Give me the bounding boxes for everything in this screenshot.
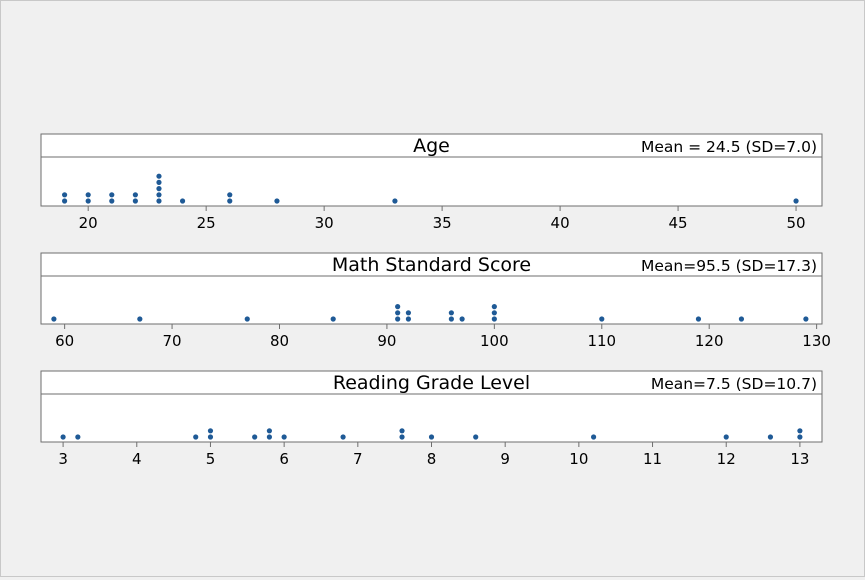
data-dot [392,198,398,204]
data-dot [448,316,454,322]
x-tick-label: 60 [55,332,74,350]
panel-title: Math Standard Score [332,254,531,276]
x-tick-label: 8 [427,450,437,468]
x-tick-label: 45 [669,214,688,232]
x-tick-label: 50 [786,214,805,232]
data-dot [797,434,803,440]
panel-annotation: Mean=7.5 (SD=10.7) [651,375,817,393]
x-tick-label: 4 [132,450,142,468]
x-tick-label: 40 [551,214,570,232]
data-dot [281,434,287,440]
data-dot [793,198,799,204]
panel-title: Age [413,135,450,157]
x-tick-label: 110 [587,332,616,350]
x-tick-label: 100 [480,332,509,350]
data-dot [156,179,162,185]
data-dot [156,186,162,192]
data-dot [61,198,68,204]
data-dot [491,304,497,310]
data-dot [207,428,214,434]
data-dot [797,428,803,434]
x-tick-label: 3 [58,450,68,468]
data-dot [395,310,401,316]
x-tick-label: 6 [279,450,289,468]
data-dot [428,434,435,440]
data-dot [405,310,412,316]
plot-area [40,393,823,443]
data-dot [266,428,273,434]
panel-annotation: Mean = 24.5 (SD=7.0) [641,138,817,156]
plot-area [40,156,823,207]
x-tick-label: 20 [79,214,98,232]
data-dot [252,434,258,440]
data-dot [60,434,66,440]
data-dot [156,173,162,179]
x-tick-label: 120 [695,332,724,350]
data-dot [738,316,745,322]
data-dot [85,198,91,204]
data-dot [266,434,273,440]
data-dot [61,192,68,198]
data-dot [395,304,401,310]
dotplot-panel-2: Math Standard Score Mean=95.5 (SD=17.3) 60… [40,252,831,350]
data-dot [395,316,401,322]
data-dot [399,428,405,434]
data-dot [599,316,605,322]
dotplot-panel-1: Age Mean = 24.5 (SD=7.0) 20 25 30 35 40 45 50 [40,133,823,232]
data-dot [156,198,162,204]
x-tick-label: 12 [717,450,736,468]
plot-area [40,275,823,325]
data-dot [803,316,809,322]
data-dot [473,434,479,440]
dotplot-panel-3: Reading Grade Level Mean=7.5 (SD=10.7) 3 4 5… [40,370,823,468]
data-dot [274,198,280,204]
data-dot [109,192,115,198]
data-dot [491,316,497,322]
panel-annotation: Mean=95.5 (SD=17.3) [641,257,817,275]
x-tick-label: 9 [500,450,510,468]
data-dot [227,198,233,204]
data-dot [179,198,186,204]
data-dot [767,434,774,440]
data-dot [405,316,412,322]
x-tick-label: 80 [270,332,289,350]
data-dot [75,434,81,440]
data-dot [109,198,115,204]
data-dot [156,192,162,198]
data-dot [695,316,702,322]
data-dot [330,316,336,322]
panel-title: Reading Grade Level [333,372,530,394]
data-dot [207,434,214,440]
data-dot [227,192,233,198]
data-dot [244,316,250,322]
x-tick-label: 5 [206,450,216,468]
x-tick-label: 35 [433,214,452,232]
data-dot [85,192,91,198]
data-dot [491,310,497,316]
x-tick-label: 30 [315,214,334,232]
x-tick-label: 25 [197,214,216,232]
data-dot [399,434,405,440]
data-dot [132,192,138,198]
x-tick-label: 7 [353,450,363,468]
x-tick-label: 11 [643,450,662,468]
data-dot [723,434,729,440]
x-tick-label: 90 [377,332,396,350]
data-dot [193,434,199,440]
data-dot [590,434,597,440]
data-dot [448,310,454,316]
x-tick-label: 130 [802,332,831,350]
x-tick-label: 13 [790,450,809,468]
data-dot [459,316,465,322]
x-tick-label: 10 [569,450,588,468]
data-dot [132,198,138,204]
x-tick-label: 70 [163,332,182,350]
data-dot [137,316,143,322]
data-dot [51,316,57,322]
data-dot [340,434,346,440]
